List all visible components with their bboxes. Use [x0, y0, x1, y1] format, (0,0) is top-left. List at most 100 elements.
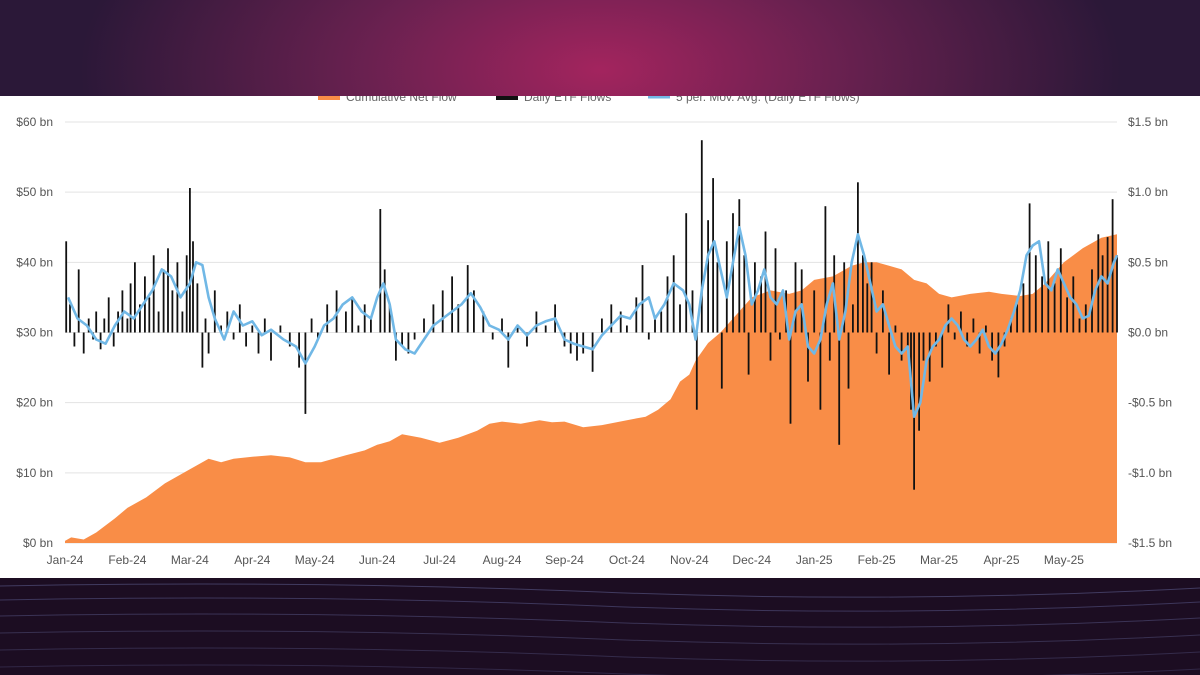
daily-flow-bar	[121, 290, 124, 333]
x-tick-label: May-25	[1044, 553, 1084, 567]
etf-flows-chart: $60 bn $50 bn $40 bn $30 bn $20 bn $10 bn $0 b…	[16, 90, 1172, 567]
daily-flow-bar	[383, 269, 386, 333]
daily-flow-bar	[1116, 255, 1118, 333]
daily-flow-bar	[852, 304, 854, 333]
daily-flow-bar	[610, 304, 613, 333]
daily-flow-bar	[743, 255, 746, 333]
daily-flow-bar	[69, 304, 71, 333]
daily-flow-bar	[1022, 283, 1025, 333]
daily-flow-bar	[695, 332, 698, 410]
daily-flow-bar	[707, 220, 709, 333]
y-right-tick-label: $1.0 bn	[1128, 185, 1168, 199]
daily-flow-bar	[192, 241, 194, 333]
daily-flow-bar	[700, 140, 703, 333]
daily-flow-bar	[379, 209, 382, 333]
daily-flow-bar	[875, 332, 878, 354]
x-tick-label: Mar-24	[171, 553, 209, 567]
daily-flow-bar	[819, 332, 822, 410]
daily-flow-bar	[794, 262, 797, 333]
daily-flow-bar	[991, 332, 993, 361]
daily-flow-bar	[201, 332, 204, 368]
daily-flow-bar	[501, 318, 503, 333]
daily-flow-bar	[226, 311, 229, 333]
daily-flow-bar	[82, 332, 85, 354]
x-tick-label: Feb-25	[858, 553, 896, 567]
daily-flow-bar	[947, 304, 950, 333]
daily-flow-bar	[732, 213, 734, 333]
daily-flow-bar	[129, 283, 132, 333]
x-tick-label: Jul-24	[423, 553, 456, 567]
x-tick-label: Mar-25	[920, 553, 958, 567]
daily-flow-bar	[204, 318, 207, 333]
x-tick-label: Jan-24	[47, 553, 84, 567]
daily-flow-bar	[807, 332, 809, 382]
daily-flow-bar	[800, 269, 803, 333]
daily-flow-bar	[432, 304, 435, 333]
daily-flow-bar	[103, 318, 106, 333]
daily-flow-bar	[824, 206, 827, 333]
daily-flow-bar	[152, 255, 155, 333]
daily-flow-bar	[157, 311, 160, 333]
daily-flow-bar	[941, 332, 944, 368]
y-left-tick-label: $10 bn	[16, 466, 53, 480]
y-left-tick-label: $60 bn	[16, 115, 53, 129]
daily-flow-bar	[779, 332, 781, 340]
daily-flow-bar	[73, 332, 76, 347]
daily-flow-bar	[407, 332, 410, 354]
daily-flow-bar	[1078, 318, 1081, 333]
daily-flow-bar	[1059, 248, 1062, 333]
daily-flow-bar	[185, 255, 188, 333]
daily-flow-bar	[960, 311, 962, 333]
daily-flow-bar	[774, 248, 777, 333]
daily-flow-bar	[207, 332, 210, 354]
x-tick-label: Jun-24	[359, 553, 396, 567]
daily-flow-bar	[423, 318, 425, 333]
x-tick-label: Apr-25	[983, 553, 1019, 567]
y-right-tick-label: $0.5 bn	[1128, 255, 1168, 269]
daily-flow-bar	[582, 332, 585, 354]
y-left-tick-label: $40 bn	[16, 255, 53, 269]
daily-flow-bar	[882, 290, 884, 333]
daily-flow-bar	[619, 311, 622, 333]
x-tick-label: Feb-24	[108, 553, 146, 567]
x-tick-label: Aug-24	[483, 553, 522, 567]
daily-flow-bar	[906, 332, 909, 347]
daily-flow-bar	[685, 213, 688, 333]
daily-flow-bar	[167, 248, 169, 333]
daily-flow-bar	[176, 262, 179, 333]
x-tick-label: Sep-24	[545, 553, 584, 567]
daily-flow-bar	[635, 297, 638, 333]
moving-average-line	[66, 226, 1119, 418]
y-left-tick-label: $30 bn	[16, 326, 53, 340]
legend-label: Daily ETF Flows	[524, 96, 611, 104]
daily-flow-bar	[1101, 255, 1104, 333]
daily-flow-bar	[171, 290, 174, 333]
y-right-tick-label: $1.5 bn	[1128, 115, 1168, 129]
decorative-wave-lines	[0, 583, 1200, 675]
daily-flow-bar	[473, 290, 475, 333]
daily-flow-bar	[1041, 276, 1043, 333]
daily-flow-bar	[747, 332, 750, 375]
daily-flow-bar	[813, 290, 816, 333]
x-tick-label: May-24	[295, 553, 335, 567]
daily-flow-bar	[935, 332, 937, 347]
daily-flow-bar	[866, 283, 869, 333]
daily-flow-bar	[712, 178, 714, 333]
daily-flow-bar	[972, 318, 975, 333]
daily-flow-bar	[626, 325, 628, 333]
daily-flow-bar	[441, 290, 444, 333]
daily-flow-bar	[87, 318, 90, 333]
y-left-tick-label: $0 bn	[23, 536, 53, 550]
daily-flow-bar	[1072, 276, 1075, 333]
daily-flow-bar	[326, 304, 329, 333]
daily-flow-bar	[451, 276, 453, 333]
daily-flow-bar	[162, 269, 165, 333]
y-right-tick-label: -$0.5 bn	[1128, 396, 1172, 410]
daily-flow-bar	[857, 182, 859, 333]
daily-flow-bar	[888, 332, 890, 375]
daily-flow-bar	[112, 332, 115, 347]
daily-flow-bar	[388, 304, 391, 333]
daily-flow-bar	[654, 318, 656, 333]
daily-flow-bar	[148, 297, 151, 333]
daily-flow-bar	[922, 332, 925, 361]
